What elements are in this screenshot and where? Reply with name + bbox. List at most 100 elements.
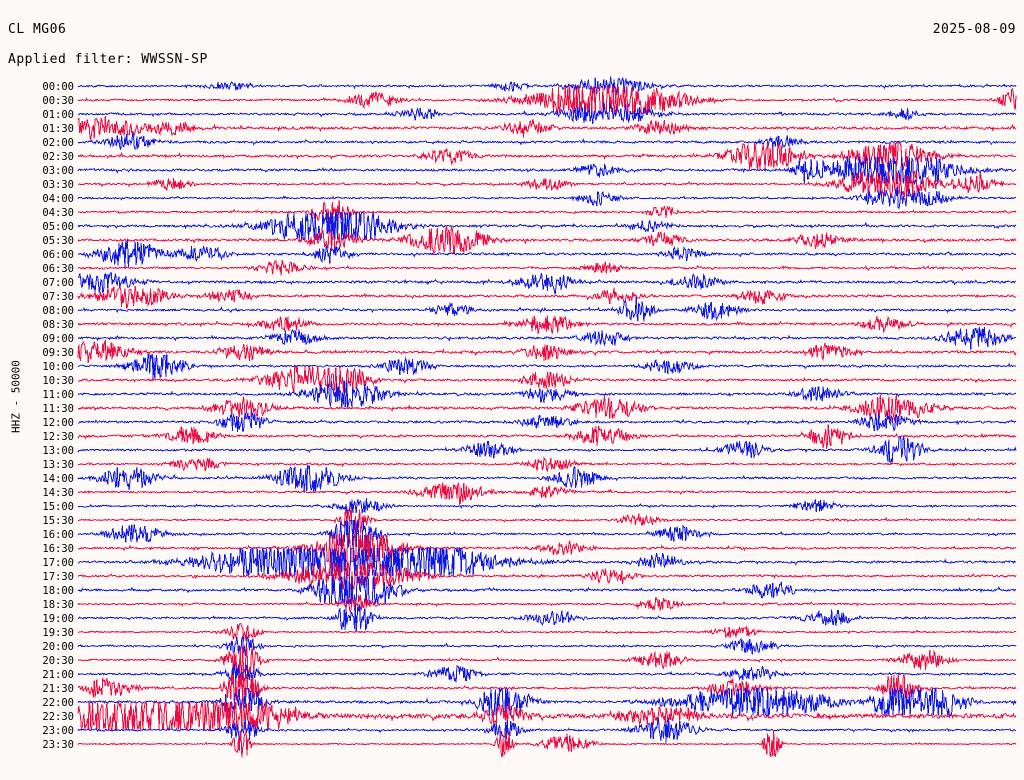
time-label: 20:00 bbox=[42, 641, 74, 653]
time-label: 01:00 bbox=[42, 109, 74, 121]
seismogram-trace bbox=[77, 518, 1017, 550]
time-label: 13:30 bbox=[42, 459, 74, 471]
seismogram-trace bbox=[77, 101, 1017, 129]
time-label: 22:00 bbox=[42, 697, 74, 709]
time-label: 02:30 bbox=[42, 151, 74, 163]
time-label: 03:30 bbox=[42, 179, 74, 191]
time-label: 08:00 bbox=[42, 305, 74, 317]
seismogram-trace bbox=[77, 170, 1017, 199]
time-label: 05:30 bbox=[42, 235, 74, 247]
seismogram-trace bbox=[77, 199, 1017, 227]
time-label: 17:30 bbox=[42, 571, 74, 583]
seismogram-trace bbox=[77, 506, 1017, 535]
seismogram-trace bbox=[77, 380, 1017, 409]
seismogram-trace bbox=[77, 129, 1017, 157]
time-label: 16:30 bbox=[42, 543, 74, 555]
time-label: 12:30 bbox=[42, 431, 74, 443]
seismogram-trace bbox=[77, 591, 1017, 619]
seismogram-trace bbox=[77, 646, 1017, 676]
seismogram-trace bbox=[77, 226, 1017, 255]
seismogram-trace bbox=[77, 409, 1017, 437]
trace-canvas bbox=[77, 76, 1017, 772]
seismogram-trace bbox=[77, 115, 1017, 143]
seismogram-trace bbox=[77, 701, 1017, 732]
time-label: 21:30 bbox=[42, 683, 74, 695]
time-label: 00:00 bbox=[42, 81, 74, 93]
time-label: 15:00 bbox=[42, 501, 74, 513]
seismogram-trace bbox=[77, 339, 1017, 367]
seismogram-trace bbox=[77, 479, 1017, 507]
seismogram-trace bbox=[77, 73, 1017, 101]
seismogram-trace bbox=[77, 546, 1017, 577]
station-title: CL MG06 bbox=[8, 22, 67, 37]
time-label: 21:00 bbox=[42, 669, 74, 681]
seismogram-trace bbox=[77, 633, 1017, 661]
time-label: 14:00 bbox=[42, 473, 74, 485]
seismogram-trace bbox=[77, 451, 1017, 479]
time-label: 06:30 bbox=[42, 263, 74, 275]
time-label: 14:30 bbox=[42, 487, 74, 499]
time-label: 11:00 bbox=[42, 389, 74, 401]
seismogram-trace bbox=[77, 352, 1017, 381]
seismogram-trace bbox=[77, 269, 1017, 297]
seismogram-trace bbox=[77, 325, 1017, 353]
time-label: 23:30 bbox=[42, 739, 74, 751]
time-label: 17:00 bbox=[42, 557, 74, 569]
time-label: 04:00 bbox=[42, 193, 74, 205]
time-label: 20:30 bbox=[42, 655, 74, 667]
time-label: 06:00 bbox=[42, 249, 74, 261]
time-label: 23:00 bbox=[42, 725, 74, 737]
seismogram-trace bbox=[77, 730, 1017, 759]
seismogram-trace bbox=[77, 661, 1017, 689]
seismogram-trace bbox=[77, 493, 1017, 521]
seismogram-trace bbox=[77, 423, 1017, 451]
time-label: 01:30 bbox=[42, 123, 74, 135]
seismogram-trace bbox=[77, 141, 1017, 171]
time-label: 22:30 bbox=[42, 711, 74, 723]
time-label: 02:00 bbox=[42, 137, 74, 149]
time-label: 15:30 bbox=[42, 515, 74, 527]
time-label: 12:00 bbox=[42, 417, 74, 429]
time-label: 19:30 bbox=[42, 627, 74, 639]
time-label: 07:30 bbox=[42, 291, 74, 303]
seismogram-trace bbox=[77, 86, 1017, 115]
seismogram-trace bbox=[77, 604, 1017, 633]
time-label: 13:00 bbox=[42, 445, 74, 457]
time-label: 11:30 bbox=[42, 403, 74, 415]
time-label: 16:00 bbox=[42, 529, 74, 541]
time-label: 09:00 bbox=[42, 333, 74, 345]
time-axis-labels: 00:00 00:30 01:00 01:30 02:00 02:30 03:00 03:30… bbox=[18, 82, 74, 772]
time-label: 07:00 bbox=[42, 277, 74, 289]
time-label: 05:00 bbox=[42, 221, 74, 233]
seismogram-trace bbox=[77, 296, 1017, 325]
time-label: 09:30 bbox=[42, 347, 74, 359]
seismogram-trace bbox=[77, 212, 1017, 242]
seismogram-trace bbox=[77, 185, 1016, 213]
seismogram-trace bbox=[77, 575, 1017, 606]
seismogram-trace bbox=[77, 532, 1017, 563]
time-label: 00:30 bbox=[42, 95, 74, 107]
seismogram-trace bbox=[77, 283, 1017, 311]
seismogram-trace bbox=[77, 394, 1017, 423]
seismogram-trace bbox=[77, 464, 1017, 493]
time-label: 19:00 bbox=[42, 613, 74, 625]
date-label: 2025-08-09 bbox=[932, 22, 1016, 37]
time-label: 10:00 bbox=[42, 361, 74, 373]
seismogram-trace bbox=[77, 240, 1017, 269]
time-label: 04:30 bbox=[42, 207, 74, 219]
seismogram-trace bbox=[77, 561, 1017, 591]
seismogram-trace bbox=[77, 717, 1017, 745]
seismogram-trace bbox=[77, 366, 1017, 395]
seismogram-trace bbox=[77, 156, 1017, 186]
time-label: 18:30 bbox=[42, 599, 74, 611]
seismogram-trace bbox=[77, 311, 1017, 339]
time-label: 03:00 bbox=[42, 165, 74, 177]
seismogram-trace bbox=[77, 255, 1017, 283]
seismogram-trace bbox=[77, 435, 1017, 465]
time-label: 10:30 bbox=[42, 375, 74, 387]
time-label: 18:00 bbox=[42, 585, 74, 597]
time-label: 08:30 bbox=[42, 319, 74, 331]
seismogram-trace bbox=[77, 619, 1016, 647]
applied-filter-label: Applied filter: WWSSN-SP bbox=[8, 52, 208, 67]
